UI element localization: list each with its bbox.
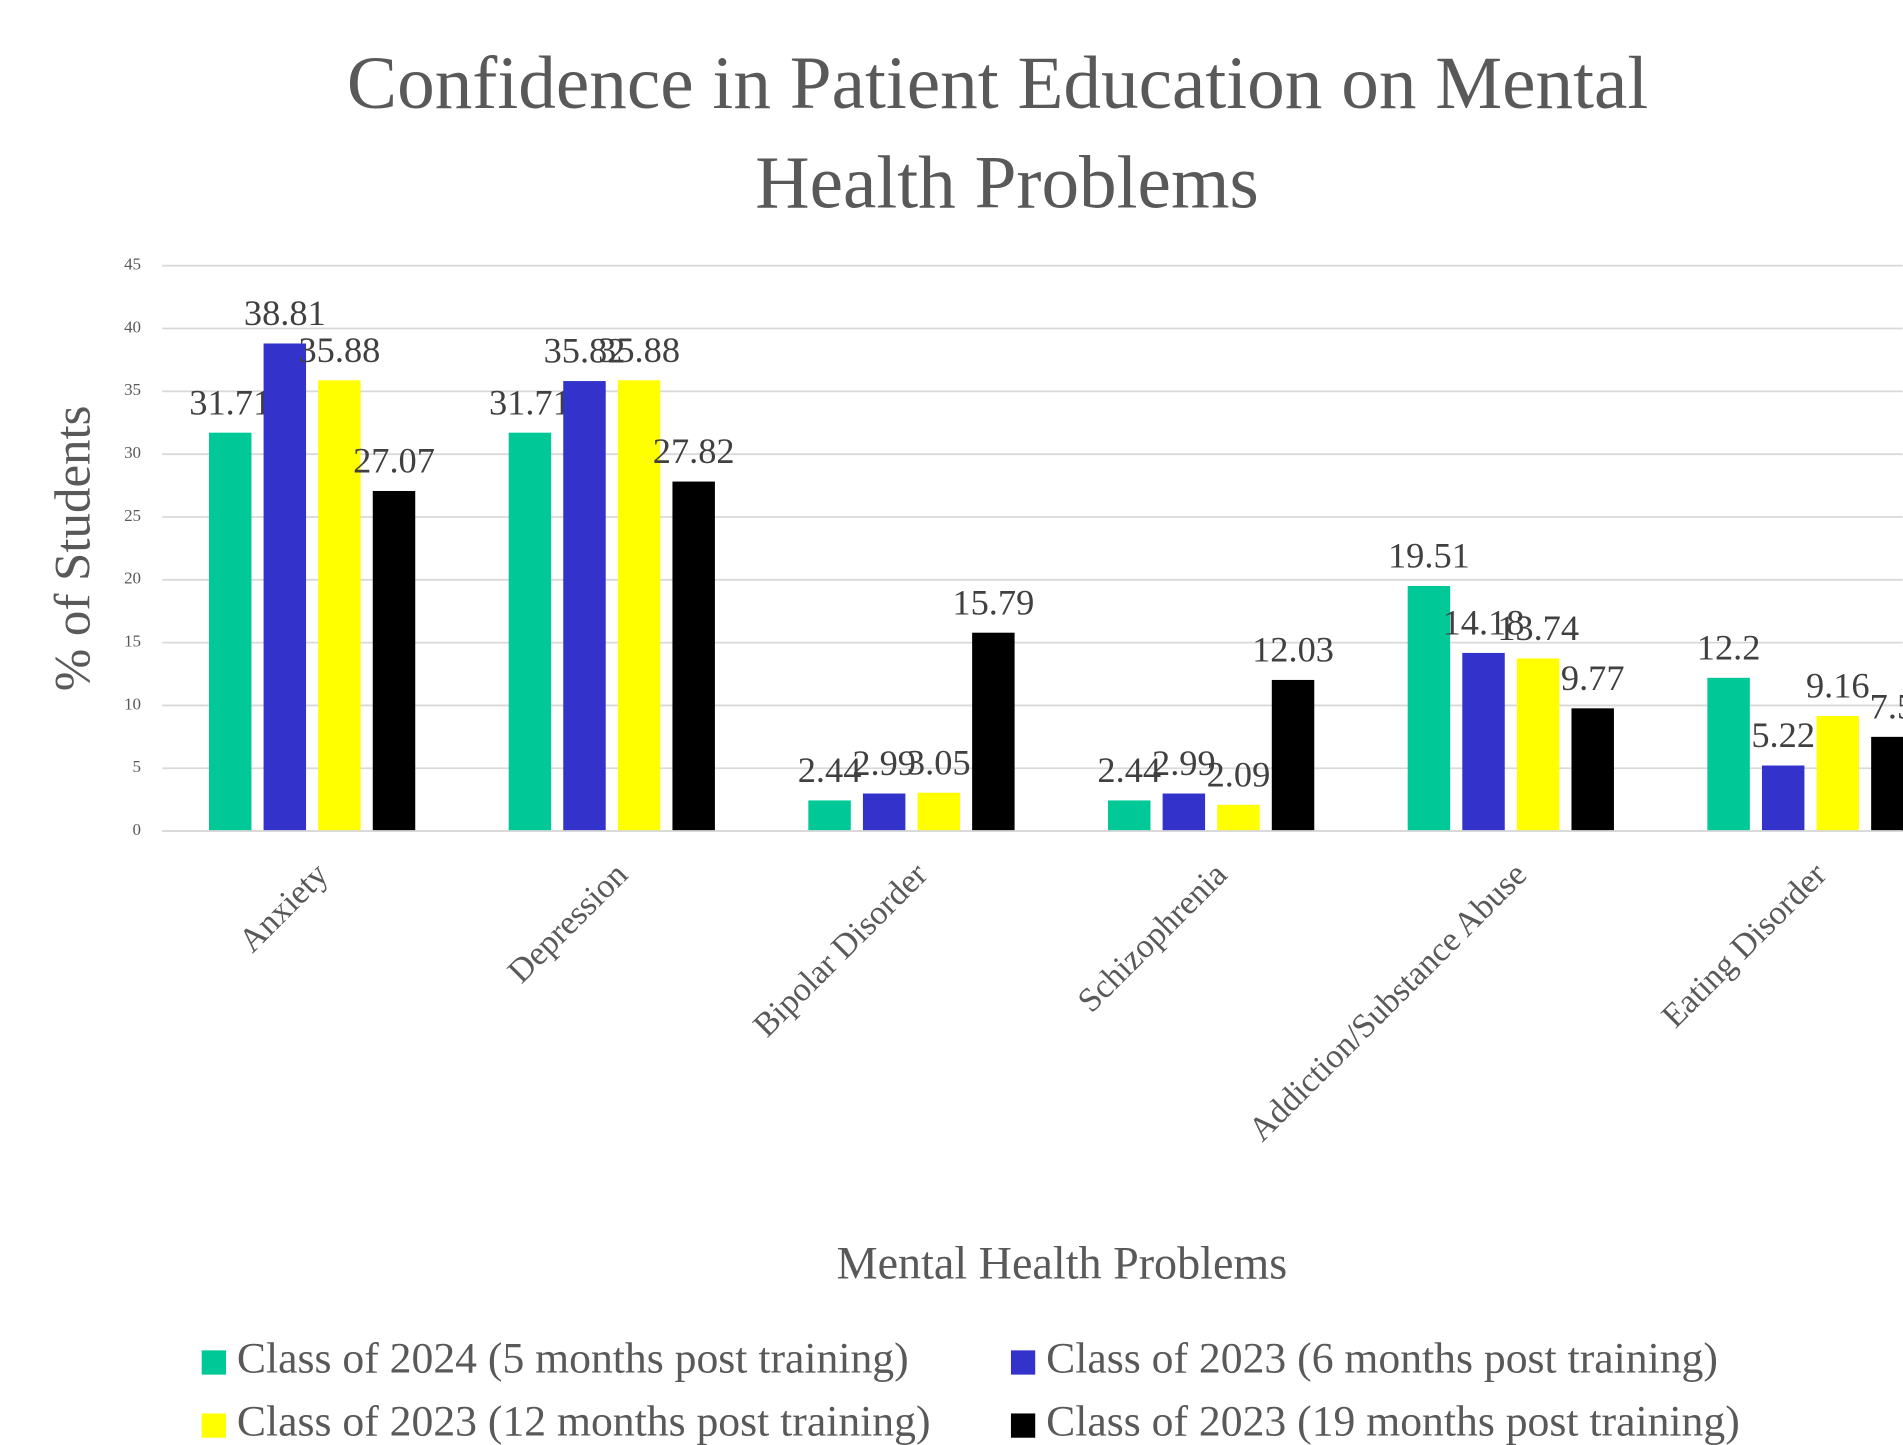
data-label: 2.99 [1152, 743, 1216, 783]
y-tick-label: 30 [124, 443, 141, 462]
y-tick-label: 0 [133, 820, 141, 839]
data-label: 19.51 [1388, 536, 1470, 576]
data-label: 2.44 [798, 750, 862, 790]
legend-swatch [201, 1413, 226, 1438]
data-label: 7.5 [1870, 687, 1903, 727]
x-tick-label: Eating Disorder [1655, 856, 1834, 1035]
bar [1462, 652, 1505, 832]
legend-label: Class of 2024 (5 months post training) [237, 1335, 909, 1383]
bar [917, 792, 960, 832]
data-label: 31.71 [189, 382, 271, 422]
y-tick-label: 25 [124, 506, 141, 525]
bar [318, 380, 361, 832]
y-tick-label: 15 [124, 632, 141, 651]
x-tick-label: Schizophrenia [1071, 856, 1235, 1020]
data-label: 9.77 [1561, 658, 1625, 698]
bar [1108, 800, 1151, 832]
data-label: 14.18 [1443, 603, 1525, 643]
bar [1761, 765, 1805, 832]
legend-label: Class of 2023 (12 months post training) [237, 1398, 931, 1445]
data-label: 31.71 [489, 382, 571, 422]
data-label: 2.99 [852, 743, 916, 783]
bar [1871, 736, 1903, 832]
data-label: 3.05 [907, 742, 971, 782]
bar [1516, 658, 1560, 832]
bar [1162, 793, 1206, 832]
data-label: 2.44 [1097, 750, 1161, 790]
data-label: 2.09 [1207, 754, 1271, 794]
bar [1571, 708, 1614, 832]
bar [1707, 677, 1750, 832]
x-tick-label: Bipolar Disorder [746, 856, 935, 1045]
bar [563, 381, 606, 832]
bar [372, 490, 416, 832]
y-tick-label: 20 [124, 569, 141, 588]
legend-swatch [1010, 1350, 1036, 1375]
data-label: 12.03 [1252, 630, 1334, 670]
data-label: 38.81 [244, 293, 326, 333]
bar [1271, 679, 1315, 832]
data-label: 27.82 [653, 431, 735, 471]
y-tick-label: 10 [124, 694, 141, 713]
bar [862, 793, 906, 832]
x-tick-label: Addiction/Substance Abuse [1242, 856, 1534, 1148]
y-tick-label: 45 [124, 255, 141, 274]
bar [1217, 804, 1260, 832]
legend-label: Class of 2023 (19 months post training) [1046, 1398, 1740, 1445]
data-label: 9.16 [1806, 666, 1870, 706]
y-tick-label: 35 [124, 380, 141, 399]
y-axis-label: % of Students [46, 405, 102, 691]
bar [263, 343, 307, 832]
data-label: 5.22 [1751, 715, 1815, 755]
data-label: 13.74 [1497, 608, 1579, 648]
data-label: 27.07 [353, 441, 435, 481]
bar [972, 632, 1015, 832]
chart-title: Confidence in Patient Education on Menta… [347, 42, 1648, 224]
bar [1816, 716, 1860, 832]
y-tick-label: 5 [133, 757, 141, 776]
data-label: 35.88 [298, 330, 380, 370]
bar [617, 380, 661, 832]
legend-swatch [201, 1350, 226, 1375]
y-tick-label: 40 [124, 317, 141, 336]
bar [208, 432, 252, 832]
data-label: 35.82 [544, 331, 626, 371]
bar [808, 800, 851, 832]
data-label: 15.79 [952, 582, 1034, 622]
legend-swatch [1010, 1413, 1036, 1438]
x-tick-label: Depression [501, 856, 635, 990]
legend-label: Class of 2023 (6 months post training) [1046, 1335, 1718, 1383]
data-label: 35.88 [598, 330, 680, 370]
x-tick-label: Anxiety [232, 856, 336, 960]
x-axis-label: Mental Health Problems [837, 1237, 1288, 1288]
data-label: 12.2 [1697, 627, 1761, 667]
bar [1407, 585, 1451, 832]
bar [508, 432, 552, 832]
bar [672, 481, 715, 832]
